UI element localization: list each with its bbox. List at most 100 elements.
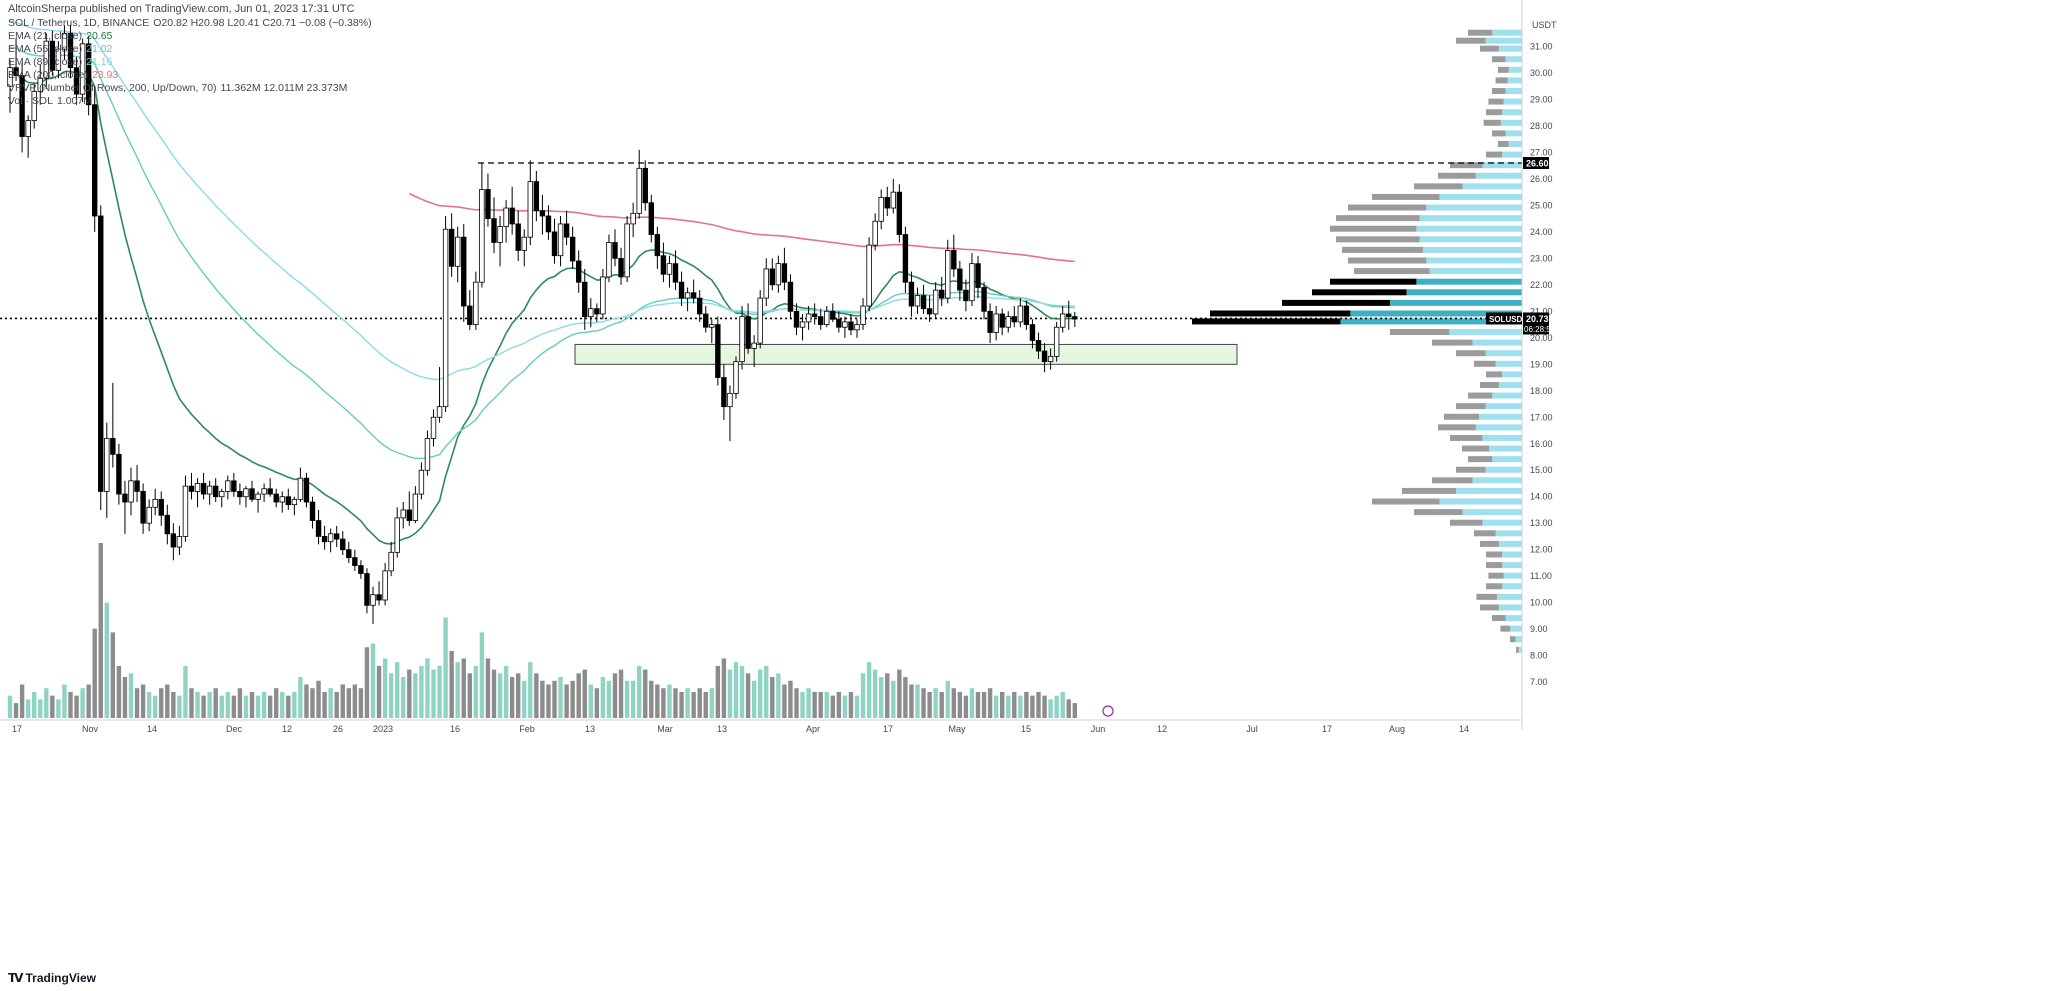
time-tick-label: Apr (806, 724, 820, 734)
legend-label: VRVP (Number Of Rows, 200, Up/Down, 70) (8, 82, 217, 94)
candle-body (896, 191, 903, 235)
candle (170, 523, 177, 561)
candle-body (866, 244, 872, 307)
candle (672, 250, 679, 291)
candle (134, 464, 140, 503)
volume-bar (140, 684, 146, 718)
ema-89-line (9, 20, 1075, 381)
time-tick-label: 2023 (373, 724, 393, 734)
volume-profile-up-bar (1479, 413, 1522, 420)
candle (727, 385, 733, 442)
volume-profile-up-bar (1503, 572, 1522, 579)
candle (249, 480, 255, 503)
legend-row[interactable]: EMA (55, close) 21.02 (8, 43, 112, 56)
candle-body (939, 289, 945, 299)
candle (969, 253, 975, 307)
time-tick-label: 17 (12, 724, 22, 734)
candle (1023, 300, 1030, 330)
candle-body (321, 536, 328, 543)
candle (811, 303, 818, 325)
volume-bar (824, 691, 829, 718)
volume-profile-up-bar (1502, 551, 1522, 558)
volume-profile-up-bar (1482, 434, 1522, 441)
legend-row[interactable]: EMA (89, close) 21.16 (8, 56, 112, 69)
time-tick-label: Mar (657, 724, 673, 734)
candle-body (370, 594, 376, 606)
volume-bar (38, 699, 43, 718)
volume-profile-down-bar (1480, 381, 1499, 388)
volume-profile-up-bar (1426, 204, 1522, 211)
volume-profile-down-bar (1192, 318, 1341, 325)
legend-value: O20.82 H20.98 L20.41 C20.71 −0.08 (−0.38… (153, 17, 372, 29)
legend-row[interactable]: EMA (21, close) 20.65 (8, 30, 112, 43)
volume-bar (721, 658, 727, 718)
volume-bar (981, 691, 987, 718)
volume-profile-up-bar (1503, 98, 1522, 105)
candle (333, 525, 340, 548)
candle-body (545, 215, 552, 233)
volume-bar (770, 677, 775, 718)
ema-21-line (9, 69, 1075, 545)
volume-bar (171, 691, 176, 718)
candle-body (55, 48, 62, 71)
candle (140, 483, 146, 534)
volume-profile-up-bar (1439, 193, 1522, 200)
volume-bar (461, 658, 466, 718)
candle (467, 290, 473, 330)
legend-row[interactable]: VRVP (Number Of Rows, 200, Up/Down, 70) 1… (8, 82, 347, 95)
volume-profile-up-bar (1492, 456, 1522, 463)
volume-bar (866, 662, 872, 718)
candle (61, 25, 68, 60)
candle (1041, 343, 1048, 373)
volume-profile-up-bar (1502, 371, 1522, 378)
volume-bar (7, 695, 13, 718)
candle-body (140, 491, 146, 524)
time-tick-label: 13 (717, 724, 727, 734)
legend-row[interactable]: EMA (200, close) 23.93 (8, 69, 118, 82)
tradingview-brand[interactable]: 𝗧𝗩 TradingView (8, 971, 96, 985)
candle-body (842, 321, 848, 328)
legend-row[interactable]: SOL / Tetherus, 1D, BINANCE O20.82 H20.98… (8, 17, 372, 30)
candle (557, 215, 564, 267)
volume-bar (516, 673, 521, 718)
volume-profile-down-bar (1492, 88, 1506, 95)
price-tick-label: 18.00 (1530, 386, 1553, 396)
candle (400, 502, 406, 529)
candle-body (521, 236, 527, 251)
volume-bar (328, 688, 333, 718)
volume-bar (673, 688, 678, 718)
candle (73, 57, 80, 105)
candle-body (98, 215, 104, 492)
volume-bar (987, 688, 993, 718)
volume-bar (104, 602, 109, 718)
price-tick-label: 28.00 (1530, 121, 1553, 131)
candle (751, 335, 757, 367)
price-tick-label: 23.00 (1530, 253, 1553, 263)
legend-value: 1.007M (56, 95, 92, 107)
candle (194, 478, 201, 508)
legend-label: EMA (21, close) (8, 30, 83, 42)
volume-profile-up-bar (1492, 29, 1522, 36)
candle (509, 186, 515, 235)
candle-body (805, 313, 812, 323)
candle-body (1053, 326, 1060, 357)
volume-bar (1000, 691, 1005, 718)
volume-bar (1060, 691, 1065, 718)
volume-profile-up-bar (1475, 172, 1522, 179)
volume-profile-down-bar (1492, 615, 1506, 622)
candle (521, 229, 527, 267)
volume-bar (80, 688, 85, 718)
candle (896, 184, 903, 243)
volume-bar (1006, 695, 1011, 718)
legend-row[interactable]: Vol · SOL 1.007M (8, 95, 92, 108)
volume-bar (479, 632, 485, 718)
candle (406, 491, 412, 526)
volume-bar (249, 691, 255, 718)
replay-icon (1102, 705, 1114, 717)
candle-body (1017, 305, 1024, 323)
candle-body (945, 250, 951, 299)
candle-body (957, 268, 963, 291)
candle (709, 319, 715, 344)
volume-profile-down-bar (1456, 466, 1486, 473)
